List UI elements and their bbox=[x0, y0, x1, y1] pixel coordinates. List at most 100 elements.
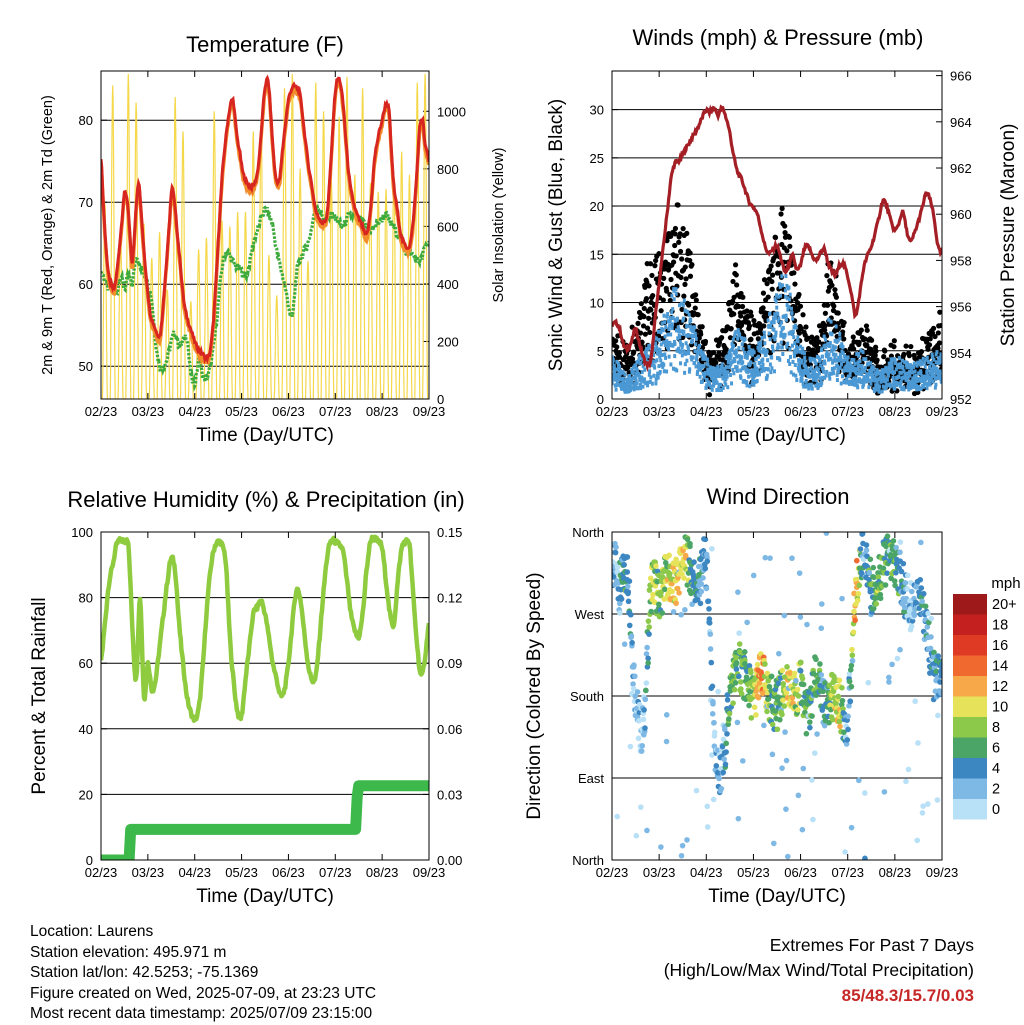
direction-point bbox=[909, 618, 916, 624]
direction-point bbox=[908, 588, 915, 595]
extremes-subtitle: (High/Low/Max Wind/Total Precipitation) bbox=[663, 960, 974, 980]
direction-point bbox=[626, 622, 633, 629]
sonic-wind-point bbox=[743, 379, 747, 384]
direction-point bbox=[846, 703, 852, 709]
direction-point bbox=[722, 761, 729, 768]
gust-point bbox=[748, 313, 754, 319]
sonic-wind-point bbox=[927, 375, 931, 380]
sonic-wind-point bbox=[812, 371, 816, 376]
direction-point bbox=[721, 756, 727, 762]
sonic-wind-point bbox=[671, 366, 675, 371]
gust-point bbox=[680, 226, 686, 232]
sonic-wind-point bbox=[828, 340, 832, 345]
direction-point bbox=[718, 785, 725, 792]
direction-point bbox=[678, 852, 685, 859]
colorbar-title: mph bbox=[991, 575, 1020, 592]
sonic-wind-point bbox=[714, 372, 718, 377]
gust-point bbox=[730, 278, 736, 285]
sonic-wind-point bbox=[697, 363, 701, 368]
sonic-wind-point bbox=[648, 344, 652, 349]
direction-point bbox=[779, 667, 786, 674]
direction-point bbox=[797, 614, 804, 620]
sonic-wind-point bbox=[653, 365, 657, 370]
direction-point bbox=[618, 596, 625, 602]
sonic-wind-point bbox=[929, 369, 933, 374]
sonic-wind-point bbox=[668, 323, 672, 328]
sonic-wind-point bbox=[898, 370, 902, 375]
gust-point bbox=[740, 294, 746, 300]
sonic-wind-point bbox=[933, 366, 937, 371]
gust-point bbox=[646, 283, 652, 289]
sonic-wind-point bbox=[669, 362, 673, 367]
direction-point bbox=[736, 630, 743, 636]
gust-point bbox=[742, 343, 748, 349]
sonic-wind-point bbox=[719, 382, 723, 387]
direction-point bbox=[710, 796, 717, 803]
colorbar-swatch bbox=[953, 758, 987, 779]
sonic-wind-point bbox=[667, 347, 671, 352]
direction-point bbox=[670, 609, 677, 615]
gust-point bbox=[689, 262, 695, 268]
gust-point bbox=[925, 346, 931, 352]
sonic-wind-point bbox=[868, 378, 872, 383]
direction-point bbox=[819, 601, 825, 607]
sonic-wind-point bbox=[797, 362, 801, 367]
wind-y2-tick-label: 956 bbox=[950, 300, 972, 315]
direction-y-axis-label: Direction (Colored By Speed) bbox=[524, 572, 545, 819]
gust-point bbox=[678, 274, 684, 281]
sonic-wind-point bbox=[885, 382, 889, 387]
sonic-wind-point bbox=[801, 382, 805, 387]
sonic-wind-point bbox=[888, 369, 892, 374]
sonic-wind-point bbox=[905, 378, 909, 383]
sonic-wind-point bbox=[799, 344, 803, 349]
sonic-wind-point bbox=[928, 378, 932, 383]
direction-point bbox=[809, 777, 815, 783]
direction-point bbox=[635, 735, 642, 742]
gust-point bbox=[927, 336, 933, 342]
sonic-wind-point bbox=[694, 336, 698, 341]
gust-point bbox=[850, 334, 856, 340]
sonic-wind-point bbox=[654, 336, 658, 341]
sonic-wind-point bbox=[637, 373, 641, 378]
sonic-wind-point bbox=[880, 389, 884, 394]
sonic-wind-point bbox=[940, 379, 942, 384]
sonic-wind-point bbox=[778, 282, 782, 287]
sonic-wind-point bbox=[624, 388, 628, 393]
gust-point bbox=[668, 276, 674, 283]
sonic-wind-point bbox=[904, 375, 908, 380]
sonic-wind-point bbox=[834, 352, 838, 357]
wind-y-tick-label: 10 bbox=[590, 296, 604, 311]
sonic-wind-point bbox=[659, 358, 663, 363]
direction-point bbox=[775, 650, 782, 657]
sonic-wind-point bbox=[736, 328, 740, 333]
sonic-wind-point bbox=[659, 330, 663, 335]
sonic-wind-point bbox=[885, 377, 889, 382]
direction-point bbox=[633, 832, 640, 839]
sonic-wind-point bbox=[647, 372, 651, 377]
sonic-wind-point bbox=[747, 349, 751, 354]
sonic-wind-point bbox=[794, 325, 798, 330]
sonic-wind-point bbox=[739, 357, 743, 362]
sonic-wind-point bbox=[770, 320, 774, 325]
direction-point bbox=[780, 697, 786, 703]
direction-point bbox=[859, 532, 866, 537]
sonic-wind-point bbox=[710, 387, 714, 392]
sonic-wind-point bbox=[867, 361, 871, 366]
sonic-wind-point bbox=[830, 366, 834, 371]
direction-point bbox=[907, 598, 913, 604]
sonic-wind-point bbox=[801, 346, 805, 351]
gust-point bbox=[800, 312, 806, 318]
direction-point bbox=[663, 738, 670, 745]
sonic-wind-point bbox=[668, 316, 672, 321]
gust-point bbox=[832, 287, 838, 293]
sonic-wind-point bbox=[620, 386, 624, 391]
sonic-wind-point bbox=[829, 356, 833, 361]
direction-point bbox=[661, 596, 667, 602]
sonic-wind-point bbox=[935, 370, 939, 375]
precip-line bbox=[101, 780, 429, 860]
gust-point bbox=[646, 315, 652, 321]
sonic-wind-point bbox=[746, 368, 750, 373]
sonic-wind-point bbox=[785, 296, 789, 301]
direction-point bbox=[645, 655, 651, 662]
sonic-wind-point bbox=[662, 369, 666, 374]
